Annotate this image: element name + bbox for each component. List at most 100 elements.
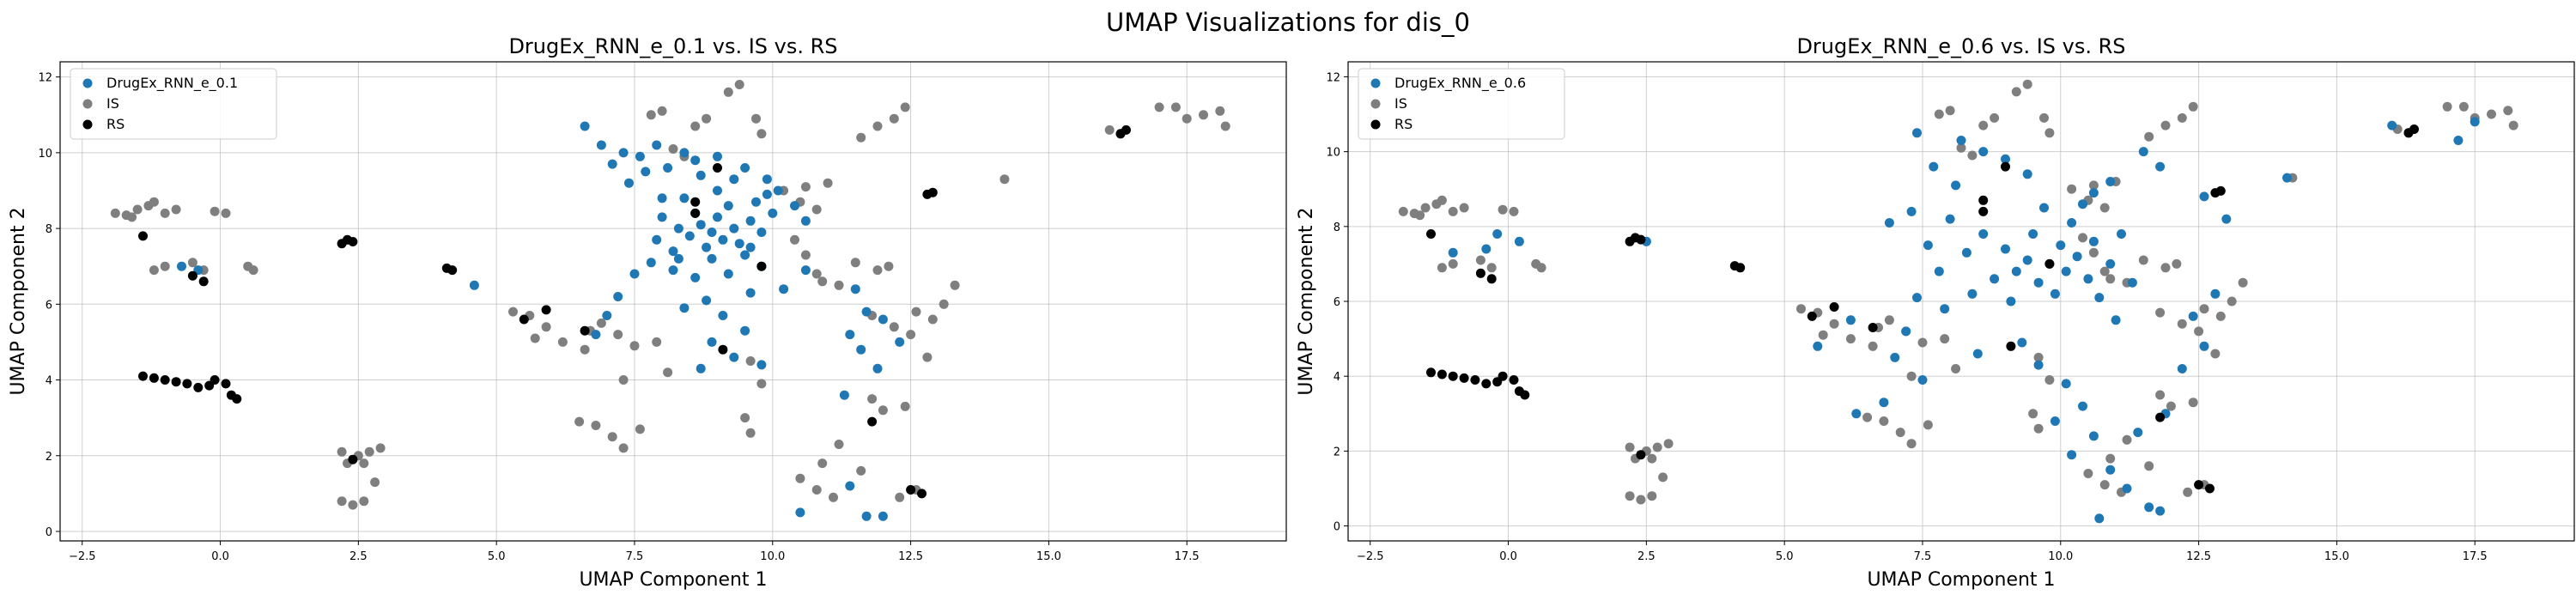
data-point-reference — [927, 314, 938, 325]
y-tick-label: 4 — [1334, 371, 1340, 384]
data-point-reference — [939, 299, 949, 309]
data-point-reference — [713, 163, 722, 173]
data-point-reference — [375, 443, 386, 453]
y-tick-label: 12 — [1326, 71, 1340, 84]
data-point-generated — [2088, 188, 2099, 198]
data-point-generated — [1972, 349, 1983, 359]
data-point-generated — [1978, 229, 1989, 239]
data-point-generated — [740, 163, 750, 173]
data-point-reference — [906, 485, 916, 495]
data-point-generated — [779, 284, 789, 294]
data-point-reference — [2238, 277, 2248, 288]
y-tick-label: 8 — [1334, 222, 1340, 234]
data-point-reference — [1420, 203, 1431, 213]
data-point-generated — [1961, 247, 1971, 258]
y-tick-label: 10 — [1326, 147, 1340, 160]
data-point-generated — [745, 242, 756, 252]
data-point-generated — [469, 280, 479, 290]
data-point-generated — [2117, 229, 2126, 239]
data-point-generated — [613, 292, 623, 301]
data-point-generated — [2001, 154, 2010, 164]
x-tick-label: 15.0 — [2324, 550, 2349, 563]
data-point-generated — [2006, 296, 2016, 307]
data-point-reference — [1509, 206, 1519, 216]
data-point-generated — [2199, 191, 2209, 202]
data-point-generated — [629, 269, 640, 279]
data-point-reference — [1923, 420, 1933, 430]
data-point-generated — [723, 269, 733, 279]
data-point-reference — [596, 318, 606, 328]
data-point-generated — [707, 253, 717, 264]
data-point-reference — [2227, 296, 2237, 307]
data-point-reference — [348, 454, 358, 464]
x-tick-label: 0.0 — [1499, 550, 1517, 563]
legend-label: IS — [1394, 95, 1407, 112]
data-point-reference — [856, 465, 866, 476]
data-point-reference — [811, 204, 822, 215]
data-point-generated — [1879, 398, 1889, 408]
data-point-reference — [1636, 234, 1646, 245]
data-point-generated — [1813, 341, 1823, 351]
data-point-generated — [2105, 464, 2116, 475]
data-point-generated — [2177, 364, 2187, 373]
data-point-generated — [646, 258, 656, 268]
y-tick-label: 6 — [46, 299, 52, 312]
data-point-reference — [1182, 113, 1192, 124]
data-point-reference — [1945, 106, 1955, 116]
data-point-generated — [2105, 177, 2116, 186]
data-point-reference — [574, 416, 585, 427]
data-point-generated — [756, 228, 767, 237]
data-point-reference — [519, 314, 529, 325]
data-point-generated — [2022, 169, 2032, 179]
data-point-reference — [1486, 274, 1497, 284]
data-point-generated — [2017, 337, 2027, 348]
data-point-reference — [2099, 266, 2110, 276]
data-point-generated — [762, 174, 772, 185]
data-point-generated — [745, 288, 756, 298]
data-point-reference — [1951, 364, 1961, 373]
data-point-reference — [900, 102, 910, 112]
data-point-generated — [1978, 147, 1989, 157]
data-point-reference — [1807, 311, 1817, 321]
data-point-generated — [729, 174, 739, 185]
data-point-generated — [2387, 120, 2397, 131]
data-point-generated — [673, 253, 683, 264]
y-tick-label: 0 — [46, 526, 52, 539]
data-point-generated — [1912, 293, 1922, 303]
data-point-reference — [1818, 330, 1828, 340]
y-tick-label: 8 — [46, 223, 52, 236]
data-point-reference — [917, 489, 927, 499]
data-point-reference — [2039, 112, 2049, 123]
data-point-generated — [2088, 431, 2099, 441]
x-tick-label: −2.5 — [1357, 550, 1384, 563]
data-point-generated — [641, 167, 651, 177]
data-point-reference — [2199, 304, 2209, 314]
data-point-reference — [187, 258, 197, 268]
data-point-generated — [635, 151, 645, 161]
data-point-reference — [872, 121, 883, 131]
data-point-reference — [1868, 323, 1878, 332]
data-point-generated — [1929, 161, 1939, 172]
data-point-generated — [1901, 326, 1911, 337]
data-point-generated — [657, 212, 667, 222]
data-point-reference — [160, 208, 170, 218]
data-point-generated — [2050, 416, 2060, 426]
data-point-reference — [337, 446, 347, 457]
data-point-reference — [2105, 453, 2116, 464]
data-point-reference — [2044, 128, 2055, 138]
data-point-reference — [668, 144, 678, 154]
data-point-reference — [850, 258, 860, 268]
data-point-reference — [1636, 495, 1646, 505]
data-point-reference — [2044, 375, 2055, 385]
data-point-generated — [2188, 311, 2198, 321]
legend: DrugEx_RNN_e_0.1 IS RS — [70, 68, 277, 140]
data-point-reference — [1498, 371, 1508, 381]
data-point-generated — [1906, 206, 1917, 216]
data-point-reference — [718, 344, 728, 355]
data-point-generated — [713, 185, 722, 196]
data-point-reference — [2160, 263, 2171, 273]
data-point-reference — [1426, 229, 1436, 239]
data-point-reference — [790, 234, 799, 245]
data-point-reference — [2099, 203, 2110, 213]
axes-background — [60, 62, 1286, 541]
